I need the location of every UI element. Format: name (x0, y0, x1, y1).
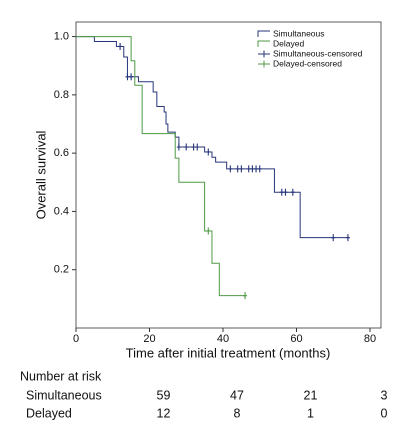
legend-swatch (257, 40, 270, 47)
y-axis-title: Overall survival (33, 130, 48, 219)
censor-mark (235, 165, 240, 173)
censor-mark (243, 292, 248, 300)
y-tick-label: 0.4 (54, 205, 69, 217)
censor-mark (345, 234, 350, 242)
risk-value: 21 (304, 388, 318, 402)
censor-mark (184, 143, 189, 151)
legend-label: Simultaneous (273, 28, 325, 38)
x-tick-label: 0 (73, 333, 79, 345)
risk-row-name: Delayed (26, 406, 72, 420)
legend-swatch (258, 50, 270, 58)
censor-mark (279, 188, 284, 196)
legend-swatch (257, 30, 270, 37)
survival-line (76, 36, 246, 297)
legend-swatch (258, 60, 270, 68)
censor-mark (118, 42, 123, 50)
censor-mark (257, 165, 262, 173)
y-tick-label: 0.6 (54, 147, 69, 159)
risk-value: 3 (380, 388, 387, 402)
censor-mark (191, 143, 196, 151)
risk-title: Number at risk (20, 369, 102, 383)
survival-line (76, 36, 348, 239)
x-tick-label: 60 (290, 333, 302, 345)
y-tick-label: 0.8 (54, 89, 69, 101)
y-tick-label: 0.2 (54, 264, 69, 276)
risk-value: 59 (157, 388, 171, 402)
legend-label: Delayed (273, 38, 304, 48)
censor-mark (176, 143, 181, 151)
risk-value: 0 (380, 406, 387, 420)
risk-value: 12 (157, 406, 171, 420)
legend-label: Simultaneous-censored (273, 48, 363, 58)
censor-mark (254, 165, 259, 173)
censor-mark (250, 165, 255, 173)
plot-frame (75, 21, 382, 329)
x-tick-label: 40 (217, 333, 229, 345)
y-tick-label: 1.0 (54, 30, 69, 42)
censor-mark (331, 234, 336, 242)
censor-mark (195, 143, 200, 151)
x-axis-title: Time after initial treatment (months) (126, 345, 331, 360)
censor-mark (125, 73, 130, 81)
censor-mark (283, 188, 288, 196)
risk-value: 1 (307, 406, 314, 420)
legend-label: Delayed-censored (273, 58, 342, 68)
censor-mark (290, 188, 295, 196)
censor-mark (228, 165, 233, 173)
censor-mark (206, 227, 211, 235)
censor-mark (129, 73, 134, 81)
censor-mark (206, 148, 211, 156)
censor-mark (239, 165, 244, 173)
censor-mark (246, 165, 251, 173)
risk-value: 8 (234, 406, 241, 420)
x-tick-label: 20 (143, 333, 155, 345)
x-tick-label: 80 (364, 333, 376, 345)
legend: SimultaneousDelayedSimultaneous-censored… (257, 28, 363, 68)
risk-value: 47 (230, 388, 244, 402)
risk-row-name: Simultaneous (26, 388, 102, 402)
